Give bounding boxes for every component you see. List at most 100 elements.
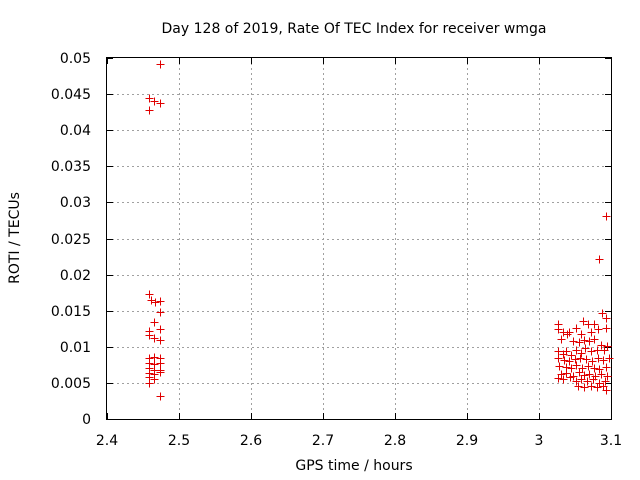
data-point xyxy=(554,325,563,334)
data-point xyxy=(156,325,165,334)
data-point xyxy=(603,372,612,381)
x-tick-label: 3 xyxy=(535,433,544,449)
x-tick-label: 2.8 xyxy=(384,433,406,449)
data-point xyxy=(590,335,599,344)
data-point xyxy=(145,106,154,115)
x-tick-labels: 2.4 2.5 2.6 2.7 2.8 2.9 3 3.1 xyxy=(96,433,622,449)
data-point xyxy=(156,336,165,345)
y-tick-label: 0.015 xyxy=(51,304,91,320)
data-point xyxy=(563,330,572,339)
data-point xyxy=(587,382,596,391)
data-point xyxy=(590,364,599,373)
data-point xyxy=(147,296,156,305)
data-point xyxy=(554,347,563,356)
data-point xyxy=(562,347,571,356)
data-point xyxy=(605,354,614,363)
data-point xyxy=(567,364,576,373)
data-point xyxy=(554,374,563,383)
data-point xyxy=(597,370,606,379)
data-point xyxy=(156,308,165,317)
data-point xyxy=(588,357,597,366)
data-point xyxy=(565,328,574,337)
data-point xyxy=(156,359,165,368)
y-tick-label: 0.045 xyxy=(51,87,91,103)
data-point xyxy=(562,369,571,378)
x-tick-label: 2.9 xyxy=(456,433,478,449)
data-point xyxy=(156,392,165,401)
data-point xyxy=(555,362,564,371)
data-point xyxy=(145,331,154,340)
data-point xyxy=(579,317,588,326)
data-point xyxy=(575,338,584,347)
data-point xyxy=(572,346,581,355)
x-axis-label: GPS time / hours xyxy=(295,458,412,474)
data-point xyxy=(595,365,604,374)
data-point xyxy=(589,375,598,384)
y-tick-label: 0.03 xyxy=(60,195,91,211)
data-point xyxy=(150,375,159,384)
data-point xyxy=(554,354,563,363)
data-point xyxy=(600,346,609,355)
data-point xyxy=(585,370,594,379)
data-point xyxy=(587,347,596,356)
data-point xyxy=(557,335,566,344)
plot-frame xyxy=(106,57,612,420)
data-point xyxy=(599,356,608,365)
data-point xyxy=(581,344,590,353)
data-point xyxy=(567,351,576,360)
data-point xyxy=(585,337,594,346)
data-point xyxy=(583,377,592,386)
data-point xyxy=(580,383,589,392)
data-point xyxy=(602,386,611,395)
data-point xyxy=(590,320,599,329)
data-point xyxy=(150,353,159,362)
data-point xyxy=(156,368,165,377)
data-point xyxy=(572,377,581,386)
y-tick-label: 0.01 xyxy=(60,340,91,356)
y-tick-label: 0.035 xyxy=(51,159,91,175)
data-point xyxy=(602,363,611,372)
data-point xyxy=(572,361,581,370)
data-point xyxy=(572,324,581,333)
data-point xyxy=(602,324,611,333)
data-point xyxy=(566,373,575,382)
data-point xyxy=(145,290,154,299)
data-point xyxy=(587,328,596,337)
data-point xyxy=(156,297,165,306)
data-point xyxy=(574,382,583,391)
y-tick-label: 0.02 xyxy=(60,268,91,284)
data-point xyxy=(584,362,593,371)
data-point xyxy=(150,334,159,343)
data-point xyxy=(601,377,610,386)
data-point xyxy=(156,99,165,108)
x-tick-label: 3.1 xyxy=(600,433,622,449)
data-point xyxy=(559,375,568,384)
data-point xyxy=(560,356,569,365)
x-tick-label: 2.4 xyxy=(96,433,118,449)
grid-lines xyxy=(107,58,611,419)
data-point xyxy=(150,318,159,327)
data-points xyxy=(145,60,614,401)
x-tick-label: 2.5 xyxy=(168,433,190,449)
data-point xyxy=(593,346,602,355)
y-tick-labels: 0 0.005 0.01 0.015 0.02 0.025 0.03 0.035 0.04 0.0… xyxy=(51,51,91,428)
data-point xyxy=(156,60,165,69)
y-tick-label: 0.05 xyxy=(60,51,91,67)
data-point xyxy=(594,354,603,363)
y-tick-label: 0.04 xyxy=(60,123,91,139)
data-point xyxy=(594,325,603,334)
data-point xyxy=(151,298,160,307)
data-point xyxy=(577,349,586,358)
data-point xyxy=(598,309,607,318)
chart-title: Day 128 of 2019, Rate Of TEC Index for r… xyxy=(162,21,547,37)
data-point xyxy=(569,337,578,346)
axis-ticks xyxy=(107,58,612,420)
y-tick-label: 0 xyxy=(82,412,91,428)
x-tick-label: 2.6 xyxy=(240,433,262,449)
x-tick-label: 2.7 xyxy=(312,433,334,449)
y-tick-label: 0.025 xyxy=(51,232,91,248)
data-point xyxy=(582,355,591,364)
data-point xyxy=(565,357,574,366)
data-point xyxy=(593,383,602,392)
